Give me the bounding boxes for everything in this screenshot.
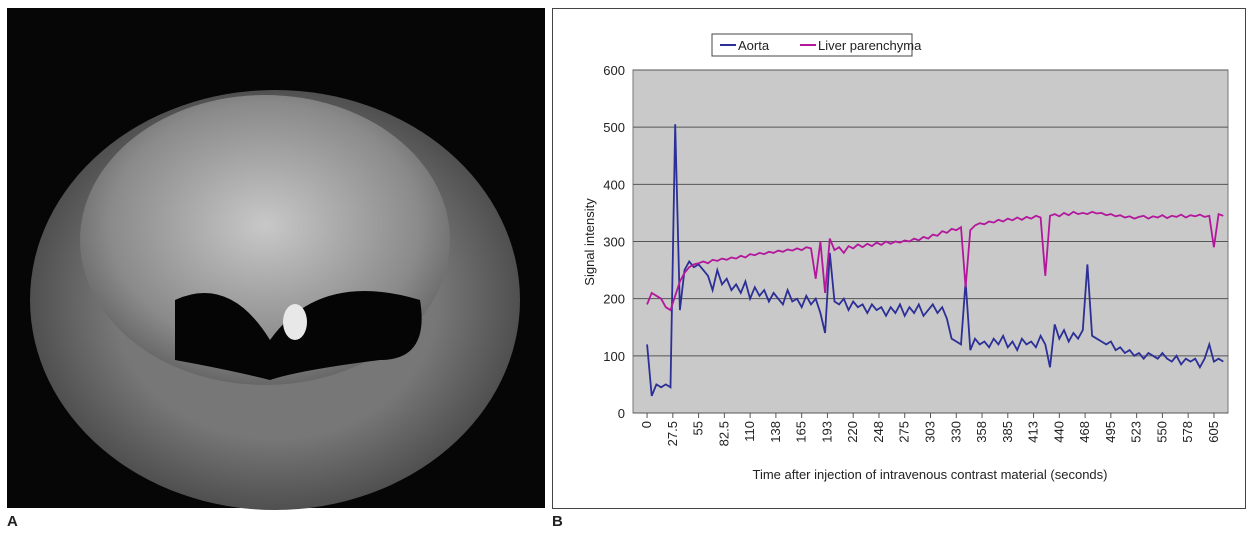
data-line xyxy=(646,124,1224,397)
aorta xyxy=(283,304,307,340)
y-tick-label: 100 xyxy=(603,349,625,364)
x-tick-label: 495 xyxy=(1103,421,1118,443)
panel-label: A xyxy=(7,513,18,530)
x-tick-label: 27.5 xyxy=(665,421,680,446)
y-axis-title: Signal intensity xyxy=(582,198,597,286)
data-line xyxy=(646,210,1224,312)
x-tick-label: 55 xyxy=(691,421,706,435)
x-tick-label: 523 xyxy=(1129,421,1144,443)
y-tick-label: 400 xyxy=(603,177,625,192)
legend-label: Liver parenchyma xyxy=(818,38,922,53)
x-tick-label: 220 xyxy=(845,421,860,443)
x-tick-label: 440 xyxy=(1051,421,1066,443)
legend-label: Aorta xyxy=(738,38,770,53)
x-tick-label: 303 xyxy=(923,421,938,443)
x-tick-label: 110 xyxy=(742,421,757,442)
x-tick-label: 358 xyxy=(974,421,989,443)
x-tick-label: 605 xyxy=(1206,421,1221,443)
y-tick-label: 600 xyxy=(603,63,625,78)
y-tick-label: 300 xyxy=(603,235,625,250)
y-tick-label: 500 xyxy=(603,120,625,135)
x-tick-label: 413 xyxy=(1026,421,1041,443)
x-tick-label: 165 xyxy=(794,421,809,443)
x-tick-label: 82.5 xyxy=(716,421,731,446)
x-tick-label: 385 xyxy=(1000,421,1015,443)
x-tick-label: 275 xyxy=(897,421,912,443)
x-axis-title: Time after injection of intravenous cont… xyxy=(752,467,1107,482)
panel-label: B xyxy=(552,513,563,530)
y-tick-label: 200 xyxy=(603,292,625,307)
x-tick-label: 248 xyxy=(871,421,886,443)
y-tick-label: 0 xyxy=(618,406,625,421)
x-tick-label: 330 xyxy=(948,421,963,443)
x-tick-label: 193 xyxy=(819,421,834,443)
x-tick-label: 468 xyxy=(1077,421,1092,443)
x-tick-label: 0 xyxy=(639,421,654,428)
x-tick-label: 138 xyxy=(768,421,783,443)
x-tick-label: 550 xyxy=(1154,421,1169,443)
x-tick-label: 578 xyxy=(1180,421,1195,443)
